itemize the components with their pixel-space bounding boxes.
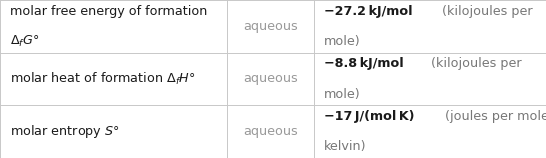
Text: aqueous: aqueous [243, 125, 298, 138]
Text: molar entropy $S°$: molar entropy $S°$ [10, 123, 120, 140]
Text: molar heat of formation $\Delta_f H°$: molar heat of formation $\Delta_f H°$ [10, 71, 195, 87]
Text: kelvin): kelvin) [324, 140, 366, 153]
Text: (kilojoules per: (kilojoules per [438, 5, 533, 18]
Text: −8.8 kJ/mol: −8.8 kJ/mol [324, 58, 403, 70]
Text: $\Delta_f G°$: $\Delta_f G°$ [10, 34, 39, 49]
Text: aqueous: aqueous [243, 73, 298, 85]
Text: −27.2 kJ/mol: −27.2 kJ/mol [324, 5, 412, 18]
Text: mole): mole) [324, 35, 360, 48]
Text: (joules per mole: (joules per mole [441, 110, 546, 123]
Text: aqueous: aqueous [243, 20, 298, 33]
Text: (kilojoules per: (kilojoules per [426, 58, 521, 70]
Text: molar free energy of formation: molar free energy of formation [10, 5, 207, 18]
Text: −17 J/(mol K): −17 J/(mol K) [324, 110, 414, 123]
Text: mole): mole) [324, 88, 360, 100]
